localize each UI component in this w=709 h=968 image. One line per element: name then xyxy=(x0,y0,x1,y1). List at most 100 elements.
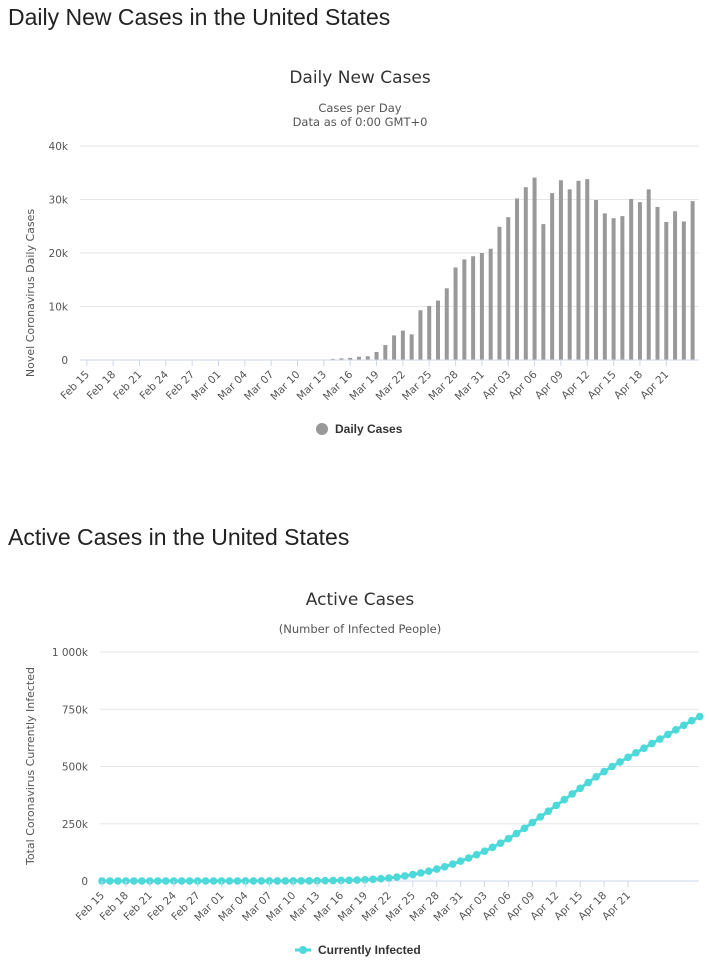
bar[interactable] xyxy=(479,253,484,360)
data-point[interactable] xyxy=(687,716,696,725)
active-chart-legend[interactable]: Currently Infected xyxy=(295,943,421,957)
bar[interactable] xyxy=(629,198,634,360)
data-point[interactable] xyxy=(361,875,369,884)
data-point[interactable] xyxy=(305,877,314,885)
data-point[interactable] xyxy=(273,877,282,885)
data-point[interactable] xyxy=(520,824,529,833)
bar[interactable] xyxy=(637,202,642,360)
data-point[interactable] xyxy=(114,877,122,885)
data-point[interactable] xyxy=(512,829,521,838)
data-point[interactable] xyxy=(568,790,577,798)
data-point[interactable] xyxy=(504,834,513,843)
bar[interactable] xyxy=(594,200,599,360)
data-point[interactable] xyxy=(313,876,321,885)
data-point[interactable] xyxy=(417,869,425,877)
data-point[interactable] xyxy=(656,735,664,743)
data-point[interactable] xyxy=(209,877,218,885)
data-point[interactable] xyxy=(680,721,688,730)
bar[interactable] xyxy=(655,206,660,360)
data-point[interactable] xyxy=(464,854,473,862)
data-point[interactable] xyxy=(592,773,600,781)
bar[interactable] xyxy=(453,267,458,360)
bar[interactable] xyxy=(550,193,555,360)
bar[interactable] xyxy=(436,300,440,360)
bar[interactable] xyxy=(418,310,423,360)
data-point[interactable] xyxy=(289,877,298,885)
data-point[interactable] xyxy=(440,863,449,871)
data-point[interactable] xyxy=(193,877,202,885)
data-point[interactable] xyxy=(122,877,130,885)
data-point[interactable] xyxy=(472,850,481,859)
bar[interactable] xyxy=(681,221,686,360)
data-point[interactable] xyxy=(393,873,401,881)
data-point[interactable] xyxy=(616,758,624,766)
data-point[interactable] xyxy=(480,847,489,856)
bar[interactable] xyxy=(506,217,511,360)
data-point[interactable] xyxy=(695,712,704,721)
data-point[interactable] xyxy=(146,877,154,885)
data-point[interactable] xyxy=(664,730,672,739)
bar[interactable] xyxy=(523,187,528,360)
bar[interactable] xyxy=(330,358,335,360)
data-point[interactable] xyxy=(241,877,250,885)
data-point[interactable] xyxy=(600,767,608,776)
data-point[interactable] xyxy=(345,876,353,885)
data-point[interactable] xyxy=(377,874,385,883)
bar[interactable] xyxy=(620,216,625,360)
bar[interactable] xyxy=(427,305,432,360)
data-point[interactable] xyxy=(265,877,274,885)
data-point[interactable] xyxy=(488,843,497,852)
bar[interactable] xyxy=(646,189,651,360)
data-point[interactable] xyxy=(424,867,433,875)
data-point[interactable] xyxy=(624,753,632,762)
bar[interactable] xyxy=(339,358,344,360)
bar[interactable] xyxy=(532,177,537,360)
data-point[interactable] xyxy=(409,870,417,879)
bar[interactable] xyxy=(558,180,563,360)
data-point[interactable] xyxy=(369,875,377,884)
bar[interactable] xyxy=(541,224,546,360)
data-point[interactable] xyxy=(98,877,106,885)
data-point[interactable] xyxy=(153,877,162,885)
data-point[interactable] xyxy=(552,801,561,810)
bar[interactable] xyxy=(409,334,414,360)
bar[interactable] xyxy=(611,218,616,360)
bar[interactable] xyxy=(515,198,520,360)
data-point[interactable] xyxy=(138,877,146,885)
bar[interactable] xyxy=(585,179,590,360)
bar[interactable] xyxy=(356,356,361,360)
data-point[interactable] xyxy=(401,872,409,880)
bar[interactable] xyxy=(602,213,607,360)
data-point[interactable] xyxy=(249,877,258,885)
data-point[interactable] xyxy=(297,877,306,885)
data-point[interactable] xyxy=(281,877,290,885)
bar[interactable] xyxy=(400,330,405,360)
data-point[interactable] xyxy=(201,877,210,885)
data-point[interactable] xyxy=(217,877,226,885)
data-point[interactable] xyxy=(161,877,170,885)
data-point[interactable] xyxy=(185,877,194,885)
data-point[interactable] xyxy=(456,857,465,865)
daily-chart-legend[interactable]: Daily Cases xyxy=(316,422,403,436)
data-point[interactable] xyxy=(130,877,138,885)
data-point[interactable] xyxy=(496,839,505,848)
data-point[interactable] xyxy=(632,748,640,757)
data-point[interactable] xyxy=(608,762,616,771)
data-point[interactable] xyxy=(257,877,266,885)
data-point[interactable] xyxy=(536,813,545,821)
bar[interactable] xyxy=(444,288,449,360)
bar[interactable] xyxy=(365,356,370,360)
data-point[interactable] xyxy=(169,877,178,885)
bar[interactable] xyxy=(690,201,695,360)
data-point[interactable] xyxy=(648,739,656,748)
data-point[interactable] xyxy=(385,874,393,882)
data-point[interactable] xyxy=(584,778,592,787)
bar[interactable] xyxy=(488,248,493,360)
bar[interactable] xyxy=(567,189,572,360)
data-point[interactable] xyxy=(177,877,186,885)
bar[interactable] xyxy=(673,211,678,360)
data-point[interactable] xyxy=(337,876,345,885)
data-point[interactable] xyxy=(353,876,361,884)
data-point[interactable] xyxy=(448,860,457,868)
data-point[interactable] xyxy=(528,818,537,827)
